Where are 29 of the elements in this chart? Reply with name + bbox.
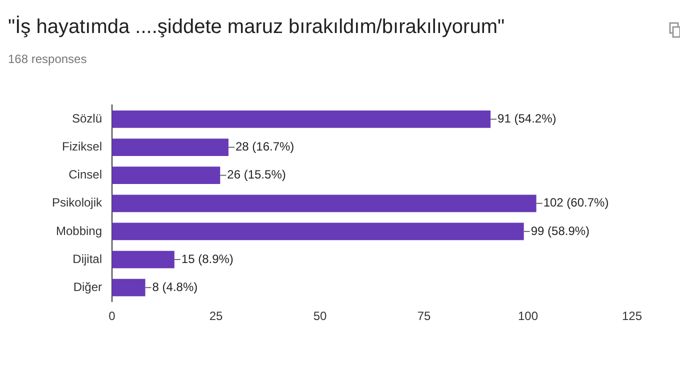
x-tick-label: 125 <box>622 309 642 324</box>
bar <box>112 250 174 268</box>
bar <box>112 222 524 240</box>
data-label: 102 (60.7%) <box>543 196 609 210</box>
data-label: 15 (8.9%) <box>181 252 234 266</box>
data-label: 99 (58.9%) <box>530 224 590 238</box>
y-tick-label: Dijital <box>72 252 102 266</box>
x-tick-label: 25 <box>209 309 223 324</box>
x-tick-label: 100 <box>518 309 538 324</box>
bar <box>112 166 220 184</box>
data-label: 28 (16.7%) <box>235 140 294 154</box>
bar <box>112 278 146 296</box>
chart-title: "İş hayatımda ....şiddete maruz bırakıldım/bırakılıyorum" <box>8 16 505 39</box>
y-tick-label: Mobbing <box>56 224 102 238</box>
bar <box>112 194 536 212</box>
x-tick-label: 50 <box>313 309 327 324</box>
bar <box>112 138 228 156</box>
x-tick-label: 75 <box>417 309 431 324</box>
bar <box>112 110 491 128</box>
y-tick-label: Cinsel <box>68 168 102 182</box>
data-label: 8 (4.8%) <box>152 280 198 294</box>
data-label: 26 (15.5%) <box>227 168 286 182</box>
chart-subtitle: 168 responses <box>8 52 87 66</box>
y-tick-label: Fiziksel <box>62 140 102 154</box>
x-tick-label: 0 <box>108 309 116 324</box>
y-tick-label: Sözlü <box>72 112 102 126</box>
y-tick-label: Diğer <box>73 280 102 294</box>
data-label: 91 (54.2%) <box>498 112 556 126</box>
y-tick-label: Psikolojik <box>52 196 103 210</box>
